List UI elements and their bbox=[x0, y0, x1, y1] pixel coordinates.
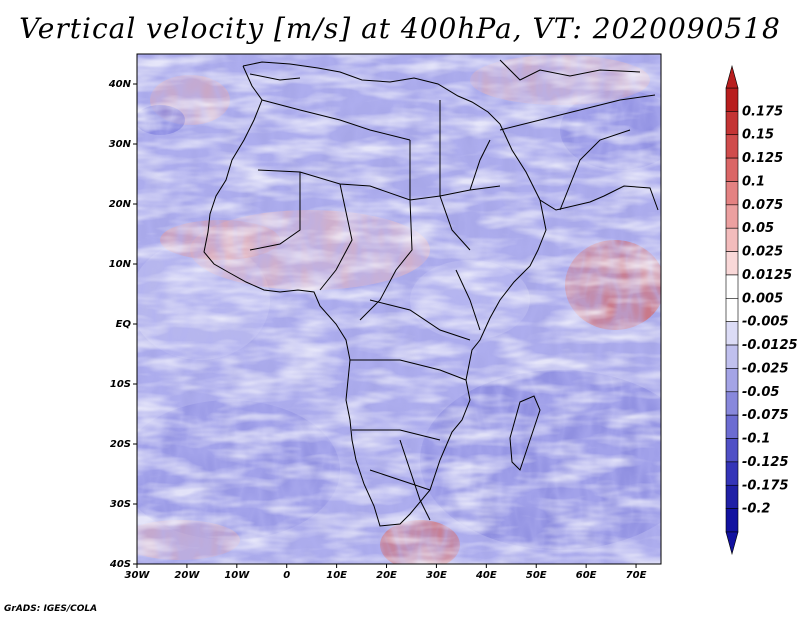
x-tick-label: 60E bbox=[576, 570, 597, 581]
colorbar-segment bbox=[725, 157, 739, 182]
colorbar-label: -0.0125 bbox=[742, 338, 798, 353]
x-tick-label: 20W bbox=[174, 570, 200, 581]
y-tick-label: 20S bbox=[110, 439, 131, 450]
colorbar-label: 0.05 bbox=[742, 221, 774, 236]
colorbar-segment bbox=[725, 87, 739, 112]
y-tick-label: 40S bbox=[109, 559, 131, 570]
y-tick-label: EQ bbox=[116, 319, 132, 330]
x-tick-label: 50E bbox=[526, 570, 547, 581]
coastlines bbox=[203, 59, 659, 527]
colorbar-label: 0.175 bbox=[742, 104, 783, 119]
colorbar-segment bbox=[725, 251, 739, 276]
colorbar-segment bbox=[725, 508, 739, 533]
y-tick-label: 10S bbox=[110, 379, 131, 390]
colorbar-segment bbox=[725, 111, 739, 136]
colorbar-segment bbox=[725, 134, 739, 159]
colorbar-label: -0.075 bbox=[742, 408, 789, 423]
colorbar-segment bbox=[725, 438, 739, 463]
x-tick-label: 10E bbox=[326, 570, 347, 581]
colorbar-segment bbox=[725, 391, 739, 416]
colorbar-segment bbox=[725, 414, 739, 439]
colorbar-label: -0.125 bbox=[742, 455, 789, 470]
colorbar-segment bbox=[725, 274, 739, 299]
colorbar-label: 0.15 bbox=[742, 128, 774, 143]
velocity-field bbox=[137, 54, 661, 564]
colorbar-label: -0.05 bbox=[742, 385, 779, 400]
y-tick-label: 40N bbox=[108, 79, 132, 90]
x-tick-label: 70E bbox=[626, 570, 647, 581]
colorbar-label: 0.075 bbox=[742, 198, 783, 213]
colorbar-label: -0.175 bbox=[742, 478, 789, 493]
x-tick-label: 40E bbox=[475, 570, 497, 581]
colorbar-segment bbox=[725, 461, 739, 486]
colorbar-label: 0.005 bbox=[742, 291, 783, 306]
colorbar-bottom-arrow bbox=[725, 531, 739, 556]
colorbar-label: 0.1 bbox=[742, 174, 765, 189]
colorbar-label: -0.1 bbox=[742, 432, 770, 447]
x-tick-label: 20E bbox=[376, 570, 397, 581]
grads-credit: GrADS: IGES/COLA bbox=[4, 604, 98, 614]
x-tick-label: 0 bbox=[283, 570, 290, 581]
y-tick-label: 30S bbox=[110, 499, 131, 510]
colorbar-segment bbox=[725, 298, 739, 322]
y-tick-label: 10N bbox=[109, 259, 132, 270]
colorbar-label: -0.025 bbox=[742, 361, 789, 376]
colorbar-label: 0.0125 bbox=[742, 268, 792, 283]
chart-title: Vertical velocity [m/s] at 400hPa, VT: 2… bbox=[19, 12, 781, 45]
colorbar-segment bbox=[725, 227, 739, 252]
colorbar-segment bbox=[725, 484, 739, 509]
colorbar-label: 0.025 bbox=[742, 245, 783, 260]
colorbar-label: -0.005 bbox=[742, 315, 789, 330]
colorbar: 0.175 0.15 0.125 0.1 0.075 0.05 0.025 0.0125 0.0… bbox=[725, 64, 798, 556]
x-tick-label: 30E bbox=[426, 570, 447, 581]
colorbar-label: -0.2 bbox=[742, 502, 770, 517]
colorbar-segment bbox=[725, 204, 739, 229]
colorbar-label: 0.125 bbox=[742, 151, 783, 166]
y-tick-label: 20N bbox=[109, 199, 132, 210]
colorbar-top-arrow bbox=[725, 64, 739, 89]
colorbar-segment bbox=[725, 181, 739, 206]
colorbar-segment bbox=[725, 344, 739, 369]
map-frame-border bbox=[136, 53, 662, 565]
x-tick-label: 10W bbox=[224, 570, 250, 581]
colorbar-segment bbox=[725, 368, 739, 393]
x-tick-label: 30W bbox=[125, 570, 151, 581]
colorbar-segment bbox=[725, 321, 739, 346]
y-axis-ticks: 40N 30N 20N 10N EQ 10S 20S 30S 40S bbox=[108, 79, 137, 570]
x-axis-ticks: 30W 20W 10W 0 10E 20E 30E 40E 50E 60E 70E bbox=[125, 564, 647, 581]
y-tick-label: 30N bbox=[109, 139, 132, 150]
